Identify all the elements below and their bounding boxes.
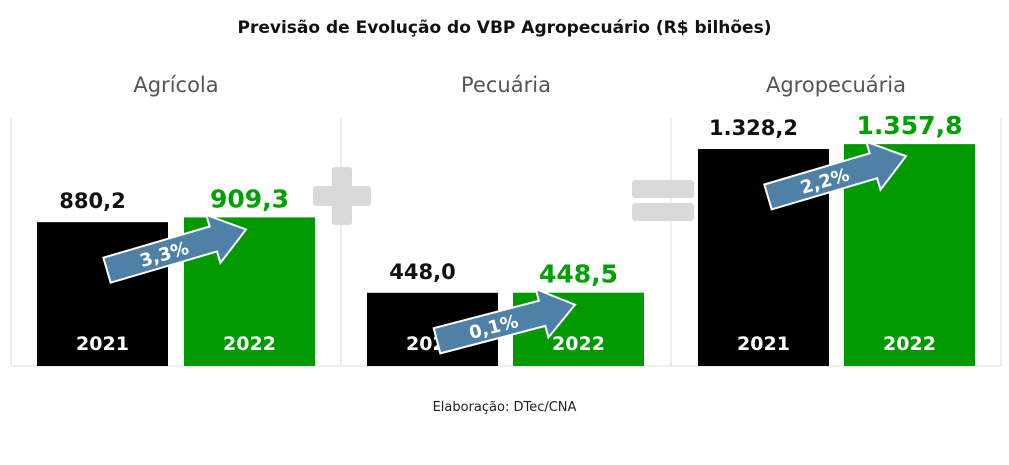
category-label: 2022 (552, 333, 605, 355)
panel-title: Agropecuária (766, 73, 906, 97)
value-label: 1.357,8 (857, 111, 963, 140)
panel-title: Pecuária (461, 73, 551, 97)
plus-operator-icon (313, 167, 371, 225)
category-label: 2022 (223, 333, 276, 355)
growth-arrow-icon: 0,1% (432, 287, 577, 355)
value-label: 448,5 (539, 260, 618, 289)
value-label: 448,0 (389, 260, 455, 284)
equals-operator-icon (632, 180, 694, 221)
category-label: 2021 (76, 333, 129, 355)
chart-title: Previsão de Evolução do VBP Agropecuário… (237, 18, 772, 38)
category-label: 2022 (883, 333, 936, 355)
panel-title: Agrícola (133, 73, 218, 97)
value-label: 880,2 (59, 189, 125, 213)
value-label: 1.328,2 (709, 116, 798, 140)
category-label: 2021 (737, 333, 790, 355)
value-label: 909,3 (210, 184, 289, 213)
source-note: Elaboração: DTec/CNA (432, 400, 577, 415)
